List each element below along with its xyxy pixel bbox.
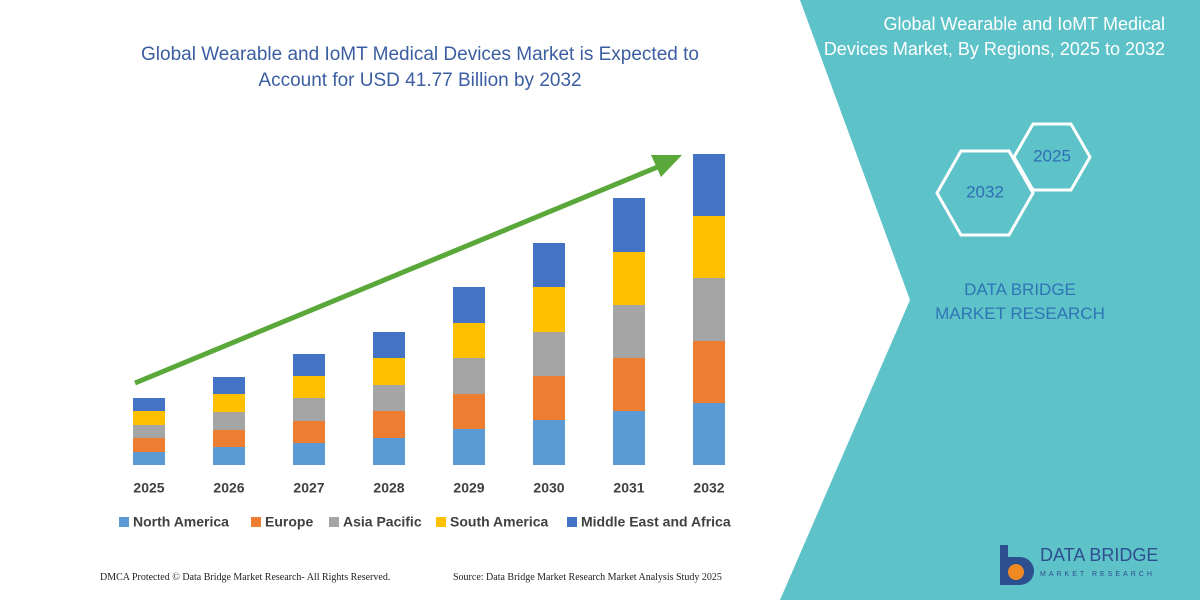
bar-segment	[533, 287, 565, 332]
bar-segment	[213, 394, 245, 412]
bar-segment	[693, 216, 725, 278]
bar-segment	[533, 376, 565, 420]
bar-segment	[373, 411, 405, 438]
bar-segment	[693, 403, 725, 465]
logo-mark	[1008, 564, 1024, 580]
bar-segment	[613, 358, 645, 411]
bar-segment	[213, 412, 245, 430]
bar-segment	[533, 332, 565, 376]
side-panel	[780, 0, 1200, 600]
bar-segment	[133, 438, 165, 452]
legend-label: Europe	[265, 514, 313, 530]
legend-swatch	[329, 517, 339, 527]
legend-label: North America	[133, 514, 229, 530]
bar-segment	[693, 341, 725, 403]
bar-segment	[693, 278, 725, 341]
trend-arrow	[134, 163, 661, 386]
bar-segment	[293, 421, 325, 443]
bar-segment	[133, 452, 165, 465]
x-tick-label: 2026	[213, 480, 244, 496]
logo-name: DATA BRIDGE	[1040, 545, 1158, 565]
bar-segment	[453, 358, 485, 394]
x-tick-label: 2031	[613, 480, 644, 496]
bar-segment	[133, 425, 165, 438]
bar-segment	[373, 358, 405, 385]
x-tick-label: 2025	[133, 480, 164, 496]
bar-segment	[373, 385, 405, 411]
bar-segment	[453, 394, 485, 429]
bar-segment	[213, 377, 245, 394]
bar-segment	[613, 305, 645, 358]
bar-segment	[293, 354, 325, 376]
x-tick-label: 2027	[293, 480, 324, 496]
legend-label: Middle East and Africa	[581, 514, 731, 530]
bar-segment	[133, 398, 165, 411]
x-tick-label: 2030	[533, 480, 564, 496]
bar-segment	[453, 323, 485, 358]
bar-segment	[373, 332, 405, 358]
hex-label: 2025	[1033, 146, 1071, 165]
bar-segment	[533, 243, 565, 287]
bar-segment	[133, 411, 165, 425]
bar-segment	[533, 420, 565, 465]
footer-right: Source: Data Bridge Market Research Mark…	[453, 572, 722, 583]
legend-label: South America	[450, 514, 548, 530]
brand: DATA BRIDGE MARKET RESEARCH	[935, 280, 1105, 323]
x-tick-label: 2029	[453, 480, 484, 496]
hex-label: 2032	[966, 182, 1004, 201]
chart-title: Global Wearable and IoMT Medical Devices…	[141, 44, 699, 91]
bar-segment	[693, 154, 725, 216]
legend-swatch	[567, 517, 577, 527]
bar-segment	[613, 198, 645, 252]
bar-segment	[613, 411, 645, 465]
legend-swatch	[436, 517, 446, 527]
footer-left: DMCA Protected © Data Bridge Market Rese…	[100, 572, 391, 583]
legend-swatch	[251, 517, 261, 527]
arrow-head	[651, 155, 682, 177]
bar-segment	[213, 447, 245, 465]
bar-segment	[293, 443, 325, 465]
logo-tagline: MARKET RESEARCH	[1040, 571, 1155, 578]
hexagon	[935, 149, 1035, 237]
legend-swatch	[119, 517, 129, 527]
panel-title: Global Wearable and IoMT Medical Devices…	[823, 14, 1165, 59]
bar-segment	[373, 438, 405, 465]
bar-segment	[613, 252, 645, 305]
x-tick-label: 2028	[373, 480, 404, 496]
bar-segment	[453, 429, 485, 465]
legend-label: Asia Pacific	[343, 514, 422, 530]
bar-segment	[213, 430, 245, 447]
bar-segment	[293, 376, 325, 398]
bar-segment	[453, 287, 485, 323]
bar-segment	[293, 398, 325, 421]
x-tick-label: 2032	[693, 480, 724, 496]
